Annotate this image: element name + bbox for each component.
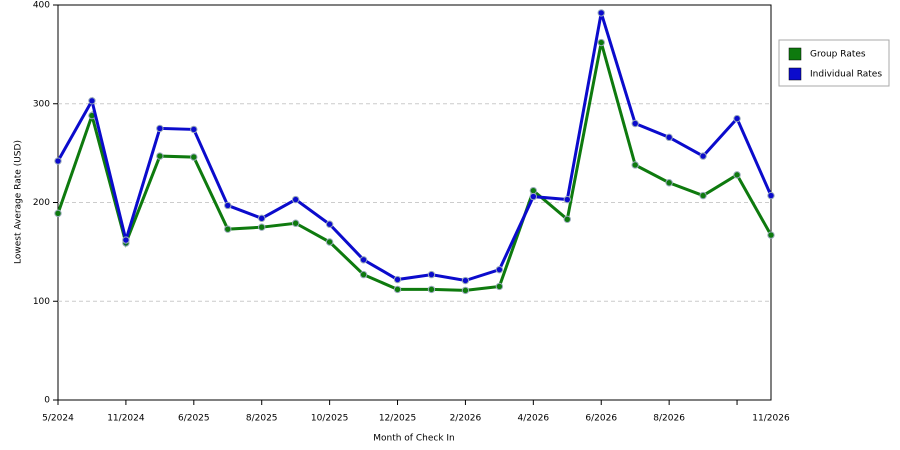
series-line (56, 42, 773, 292)
data-point (325, 220, 334, 228)
x-tick-label: 5/2024 (42, 414, 74, 424)
data-point (699, 191, 707, 200)
series-line (56, 12, 773, 283)
data-point (767, 231, 775, 239)
legend-label: Individual Rates (810, 70, 882, 80)
data-point (767, 191, 775, 200)
data-point (122, 236, 130, 244)
x-tick-label: 6/2026 (585, 414, 617, 424)
data-point (156, 152, 164, 160)
data-point (156, 124, 164, 133)
x-tick-label: 4/2026 (517, 414, 549, 424)
data-point (224, 225, 232, 233)
legend-swatch (788, 47, 802, 61)
data-point (631, 161, 639, 169)
data-point (190, 125, 198, 134)
data-point (427, 285, 436, 294)
data-point (427, 270, 436, 279)
data-point (665, 179, 673, 187)
x-tick-label: 2/2026 (450, 414, 482, 424)
data-point (291, 195, 300, 204)
data-point (291, 219, 300, 227)
y-tick-label: 300 (33, 99, 50, 109)
x-axis-label: Month of Check In (373, 434, 455, 444)
y-tick-label: 0 (44, 396, 50, 406)
data-point (563, 195, 571, 204)
data-point (495, 265, 504, 274)
legend-swatch (788, 67, 802, 81)
y-tick-label: 200 (33, 198, 50, 208)
y-axis-label: Lowest Average Rate (USD) (14, 140, 24, 264)
x-tick-label: 6/2025 (178, 414, 210, 424)
data-point (665, 133, 673, 142)
data-point (258, 214, 266, 223)
data-point (733, 171, 741, 179)
data-point (461, 276, 470, 285)
data-point (461, 286, 470, 295)
data-point (733, 114, 741, 123)
data-point (88, 97, 96, 105)
data-point (699, 152, 707, 160)
data-point (393, 275, 402, 284)
data-point (631, 119, 639, 128)
plot-area (57, 4, 772, 401)
data-point (54, 157, 62, 165)
data-point (359, 270, 368, 279)
data-point (563, 215, 571, 223)
data-point (597, 38, 605, 47)
data-point (325, 238, 334, 246)
data-point (393, 285, 402, 294)
data-point (190, 153, 198, 161)
legend-label: Group Rates (810, 50, 866, 60)
x-tick-label: 11/2026 (752, 414, 790, 424)
x-tick-label: 10/2025 (311, 414, 348, 424)
data-point (495, 282, 504, 291)
x-tick-label: 8/2025 (246, 414, 278, 424)
x-tick-label: 8/2026 (653, 414, 685, 424)
data-point (359, 256, 368, 264)
y-tick-label: 100 (33, 297, 50, 307)
data-point (224, 201, 232, 210)
x-tick-label: 11/2024 (107, 414, 145, 424)
data-point (258, 223, 266, 231)
data-point (54, 209, 62, 218)
x-tick-label: 12/2025 (379, 414, 416, 424)
y-tick-label: 400 (33, 1, 50, 11)
data-point (529, 192, 538, 201)
data-point (597, 9, 605, 17)
